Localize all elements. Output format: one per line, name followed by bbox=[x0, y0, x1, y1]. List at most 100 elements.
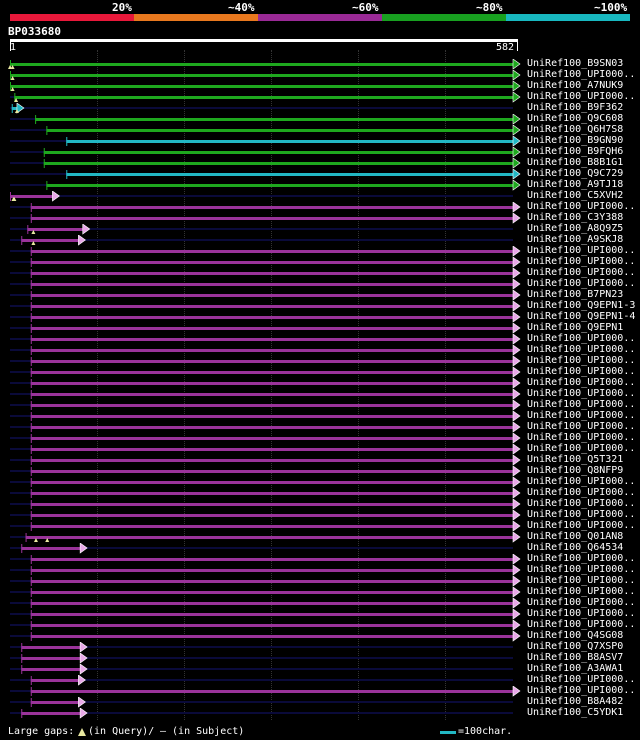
hit-row[interactable]: UniRef100_Q9C608 bbox=[0, 113, 640, 125]
hit-label[interactable]: UniRef100_UPI000.. bbox=[527, 91, 636, 102]
hit-row[interactable]: UniRef100_Q4SG08 bbox=[0, 630, 640, 642]
hit-row[interactable]: UniRef100_UPI000.. bbox=[0, 245, 640, 257]
hit-row[interactable]: UniRef100_UPI000.. bbox=[0, 553, 640, 565]
hit-row[interactable]: UniRef100_UPI000.. bbox=[0, 520, 640, 532]
hit-row[interactable]: UniRef100_UPI000.. bbox=[0, 377, 640, 389]
hit-label[interactable]: UniRef100_Q9EPN1 bbox=[527, 322, 624, 333]
hit-label[interactable]: UniRef100_Q9C729 bbox=[527, 168, 624, 179]
hit-label[interactable]: UniRef100_Q9EPN1-4 bbox=[527, 311, 636, 322]
hit-label[interactable]: UniRef100_UPI000.. bbox=[527, 399, 636, 410]
hit-label[interactable]: UniRef100_UPI000.. bbox=[527, 608, 636, 619]
hit-row[interactable]: UniRef100_Q9EPN1-3 bbox=[0, 300, 640, 312]
hit-label[interactable]: UniRef100_UPI000.. bbox=[527, 564, 636, 575]
hit-label[interactable]: UniRef100_UPI000.. bbox=[527, 69, 636, 80]
hit-row[interactable]: UniRef100_UPI000.. bbox=[0, 685, 640, 697]
hit-label[interactable]: UniRef100_Q9EPN1-3 bbox=[527, 300, 636, 311]
hit-label[interactable]: UniRef100_UPI000.. bbox=[527, 476, 636, 487]
hit-label[interactable]: UniRef100_UPI000.. bbox=[527, 344, 636, 355]
hit-label[interactable]: UniRef100_UPI000.. bbox=[527, 421, 636, 432]
hit-row[interactable]: UniRef100_UPI000.. bbox=[0, 476, 640, 488]
hit-label[interactable]: UniRef100_UPI000.. bbox=[527, 597, 636, 608]
hit-label[interactable]: UniRef100_B9GN90 bbox=[527, 135, 624, 146]
hit-label[interactable]: UniRef100_B8ASV7 bbox=[527, 652, 624, 663]
hit-label[interactable]: UniRef100_UPI000.. bbox=[527, 278, 636, 289]
hit-row[interactable]: UniRef100_UPI000.. bbox=[0, 256, 640, 268]
hit-row[interactable]: UniRef100_A7NUK9 bbox=[0, 80, 640, 92]
hit-label[interactable]: UniRef100_UPI000.. bbox=[527, 685, 636, 696]
hit-row[interactable]: UniRef100_UPI000.. bbox=[0, 267, 640, 279]
hit-row[interactable]: UniRef100_UPI000.. bbox=[0, 432, 640, 444]
hit-row[interactable]: UniRef100_A9SKJ8 bbox=[0, 234, 640, 246]
hit-label[interactable]: UniRef100_B8A482 bbox=[527, 696, 624, 707]
hit-row[interactable]: UniRef100_UPI000.. bbox=[0, 421, 640, 433]
hit-label[interactable]: UniRef100_UPI000.. bbox=[527, 201, 636, 212]
hit-label[interactable]: UniRef100_UPI000.. bbox=[527, 619, 636, 630]
hit-label[interactable]: UniRef100_UPI000.. bbox=[527, 432, 636, 443]
hit-label[interactable]: UniRef100_B9FQH6 bbox=[527, 146, 624, 157]
hit-label[interactable]: UniRef100_Q8NFP9 bbox=[527, 465, 624, 476]
hit-label[interactable]: UniRef100_C5YDK1 bbox=[527, 707, 624, 718]
hit-row[interactable]: UniRef100_UPI000.. bbox=[0, 399, 640, 411]
hit-row[interactable]: UniRef100_C3Y388 bbox=[0, 212, 640, 224]
hit-label[interactable]: UniRef100_UPI000.. bbox=[527, 586, 636, 597]
hit-label[interactable]: UniRef100_UPI000.. bbox=[527, 509, 636, 520]
hit-row[interactable]: UniRef100_B8ASV7 bbox=[0, 652, 640, 664]
hit-label[interactable]: UniRef100_UPI000.. bbox=[527, 355, 636, 366]
hit-row[interactable]: UniRef100_UPI000.. bbox=[0, 509, 640, 521]
hit-row[interactable]: UniRef100_UPI000.. bbox=[0, 410, 640, 422]
hit-row[interactable]: UniRef100_UPI000.. bbox=[0, 443, 640, 455]
hit-label[interactable]: UniRef100_Q7XSP0 bbox=[527, 641, 624, 652]
hit-row[interactable]: UniRef100_UPI000.. bbox=[0, 586, 640, 598]
hit-row[interactable]: UniRef100_UPI000.. bbox=[0, 597, 640, 609]
hit-row[interactable]: UniRef100_A8Q9Z5 bbox=[0, 223, 640, 235]
hit-row[interactable]: UniRef100_B7PN23 bbox=[0, 289, 640, 301]
hit-row[interactable]: UniRef100_UPI000.. bbox=[0, 201, 640, 213]
hit-label[interactable]: UniRef100_UPI000.. bbox=[527, 410, 636, 421]
hit-label[interactable]: UniRef100_UPI000.. bbox=[527, 377, 636, 388]
hit-label[interactable]: UniRef100_B9F362 bbox=[527, 102, 624, 113]
hit-row[interactable]: UniRef100_Q6H7S8 bbox=[0, 124, 640, 136]
hit-row[interactable]: UniRef100_UPI000.. bbox=[0, 344, 640, 356]
hit-row[interactable]: UniRef100_A9TJ18 bbox=[0, 179, 640, 191]
hit-label[interactable]: UniRef100_UPI000.. bbox=[527, 443, 636, 454]
hit-row[interactable]: UniRef100_UPI000.. bbox=[0, 575, 640, 587]
hit-row[interactable]: UniRef100_UPI000.. bbox=[0, 564, 640, 576]
hit-row[interactable]: UniRef100_A3AWA1 bbox=[0, 663, 640, 675]
hit-label[interactable]: UniRef100_Q64534 bbox=[527, 542, 624, 553]
hit-row[interactable]: UniRef100_Q9EPN1 bbox=[0, 322, 640, 334]
hit-row[interactable]: UniRef100_B8B1G1 bbox=[0, 157, 640, 169]
hit-label[interactable]: UniRef100_A7NUK9 bbox=[527, 80, 624, 91]
hit-label[interactable]: UniRef100_B9SN03 bbox=[527, 58, 624, 69]
hit-row[interactable]: UniRef100_C5XVH2 bbox=[0, 190, 640, 202]
hit-row[interactable]: UniRef100_UPI000.. bbox=[0, 498, 640, 510]
hit-label[interactable]: UniRef100_UPI000.. bbox=[527, 520, 636, 531]
hit-label[interactable]: UniRef100_B7PN23 bbox=[527, 289, 624, 300]
hit-label[interactable]: UniRef100_UPI000.. bbox=[527, 333, 636, 344]
hit-label[interactable]: UniRef100_C3Y388 bbox=[527, 212, 624, 223]
hit-row[interactable]: UniRef100_B9F362 bbox=[0, 102, 640, 114]
hit-label[interactable]: UniRef100_UPI000.. bbox=[527, 267, 636, 278]
hit-label[interactable]: UniRef100_Q9C608 bbox=[527, 113, 624, 124]
hit-label[interactable]: UniRef100_UPI000.. bbox=[527, 388, 636, 399]
hit-row[interactable]: UniRef100_B8A482 bbox=[0, 696, 640, 708]
hit-row[interactable]: UniRef100_UPI000.. bbox=[0, 487, 640, 499]
hit-row[interactable]: UniRef100_UPI000.. bbox=[0, 69, 640, 81]
hit-label[interactable]: UniRef100_B8B1G1 bbox=[527, 157, 624, 168]
hit-label[interactable]: UniRef100_UPI000.. bbox=[527, 674, 636, 685]
hit-label[interactable]: UniRef100_UPI000.. bbox=[527, 366, 636, 377]
hit-row[interactable]: UniRef100_UPI000.. bbox=[0, 355, 640, 367]
hit-label[interactable]: UniRef100_UPI000.. bbox=[527, 553, 636, 564]
hit-label[interactable]: UniRef100_UPI000.. bbox=[527, 487, 636, 498]
hit-row[interactable]: UniRef100_Q8NFP9 bbox=[0, 465, 640, 477]
hit-row[interactable]: UniRef100_UPI000.. bbox=[0, 366, 640, 378]
hit-row[interactable]: UniRef100_Q9EPN1-4 bbox=[0, 311, 640, 323]
hit-row[interactable]: UniRef100_B9GN90 bbox=[0, 135, 640, 147]
hit-label[interactable]: UniRef100_A9TJ18 bbox=[527, 179, 624, 190]
hit-label[interactable]: UniRef100_UPI000.. bbox=[527, 575, 636, 586]
hit-label[interactable]: UniRef100_UPI000.. bbox=[527, 498, 636, 509]
hit-label[interactable]: UniRef100_A9SKJ8 bbox=[527, 234, 624, 245]
hit-label[interactable]: UniRef100_A3AWA1 bbox=[527, 663, 624, 674]
hit-row[interactable]: UniRef100_Q7XSP0 bbox=[0, 641, 640, 653]
hit-label[interactable]: UniRef100_A8Q9Z5 bbox=[527, 223, 624, 234]
hit-row[interactable]: UniRef100_Q01AN8 bbox=[0, 531, 640, 543]
